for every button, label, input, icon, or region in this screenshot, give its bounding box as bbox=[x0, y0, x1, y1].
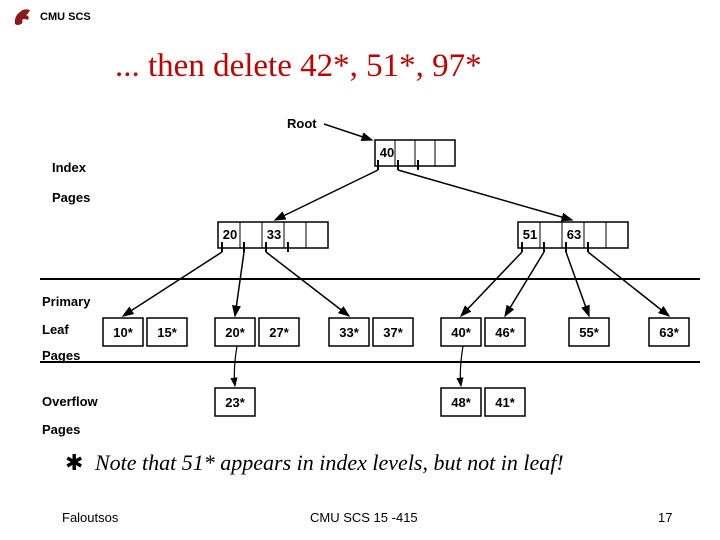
root-label: Root bbox=[287, 116, 317, 131]
leaf-7: 46* bbox=[485, 325, 525, 340]
leaf-6: 40* bbox=[441, 325, 481, 340]
leaf-4: 33* bbox=[329, 325, 369, 340]
leaf-8: 55* bbox=[569, 325, 609, 340]
leaf-3: 27* bbox=[259, 325, 299, 340]
leaf-1: 15* bbox=[147, 325, 187, 340]
leaf-9: 63* bbox=[649, 325, 689, 340]
idx-right-0: 51 bbox=[520, 227, 540, 242]
root-key-0: 40 bbox=[377, 145, 397, 160]
footer-center: CMU SCS 15 -415 bbox=[310, 510, 418, 525]
footer-left: Faloutsos bbox=[62, 510, 118, 525]
primary-label: Primary bbox=[42, 294, 90, 309]
idx-right-1: 63 bbox=[564, 227, 584, 242]
index-label-1: Index bbox=[52, 160, 86, 175]
overflow-1: 48* bbox=[441, 395, 481, 410]
overflow-pages-label: Pages bbox=[42, 422, 80, 437]
leaf-0: 10* bbox=[103, 325, 143, 340]
leaf-5: 37* bbox=[373, 325, 413, 340]
index-label-2: Pages bbox=[52, 190, 90, 205]
leaf-2: 20* bbox=[215, 325, 255, 340]
pages-label: Pages bbox=[42, 348, 80, 363]
leaf-label: Leaf bbox=[42, 322, 69, 337]
idx-left-0: 20 bbox=[220, 227, 240, 242]
note-text: Note that 51* appears in index levels, b… bbox=[95, 450, 564, 476]
idx-left-1: 33 bbox=[264, 227, 284, 242]
note-symbol: ✱ bbox=[65, 450, 83, 476]
overflow-2: 41* bbox=[485, 395, 525, 410]
overflow-0: 23* bbox=[215, 395, 255, 410]
overflow-label: Overflow bbox=[42, 394, 98, 409]
footer-right: 17 bbox=[658, 510, 672, 525]
